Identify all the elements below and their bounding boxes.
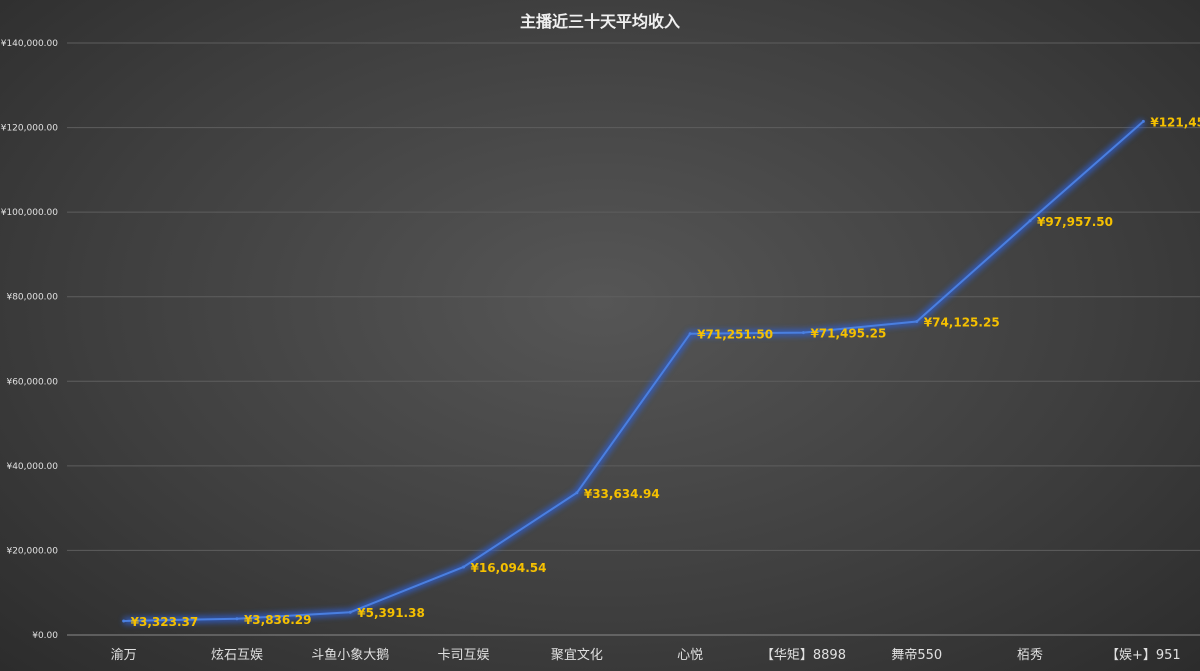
data-label: ¥3,323.37 bbox=[131, 615, 199, 629]
data-point bbox=[1028, 219, 1032, 223]
data-point bbox=[688, 332, 692, 336]
data-point bbox=[462, 565, 466, 569]
y-tick-label: ¥60,000.00 bbox=[6, 377, 58, 387]
data-point bbox=[235, 617, 239, 621]
data-point bbox=[575, 491, 579, 495]
x-tick-label: 炫石互娱 bbox=[211, 647, 263, 663]
data-label: ¥33,634.94 bbox=[584, 487, 660, 501]
data-label: ¥74,125.25 bbox=[924, 316, 1000, 330]
x-tick-label: 渝万 bbox=[111, 647, 137, 663]
x-tick-label: 舞帝550 bbox=[891, 647, 942, 663]
y-tick-label: ¥140,000.00 bbox=[1, 39, 59, 49]
x-tick-label: 卡司互娱 bbox=[438, 648, 490, 663]
x-tick-label: 【华矩】8898 bbox=[761, 648, 846, 663]
data-point bbox=[1141, 119, 1145, 123]
series-line bbox=[123, 120, 1145, 622]
x-tick-label: 栢秀 bbox=[1017, 648, 1043, 663]
data-label: ¥97,957.50 bbox=[1037, 215, 1113, 229]
x-tick-label: 心悦 bbox=[677, 648, 703, 663]
data-label: ¥3,836.29 bbox=[244, 613, 312, 627]
y-tick-label: ¥80,000.00 bbox=[6, 293, 58, 303]
y-tick-label: ¥40,000.00 bbox=[6, 462, 58, 472]
data-label: ¥16,094.54 bbox=[471, 561, 547, 575]
data-point bbox=[348, 610, 352, 614]
data-point bbox=[801, 331, 805, 335]
y-tick-label: ¥100,000.00 bbox=[1, 208, 59, 218]
x-tick-label: 聚宜文化 bbox=[551, 648, 603, 663]
data-label: ¥121,457.50 bbox=[1150, 115, 1200, 129]
y-tick-label: ¥0.00 bbox=[32, 631, 58, 641]
y-tick-label: ¥20,000.00 bbox=[6, 546, 58, 556]
data-point bbox=[122, 619, 126, 623]
chart-title: 主播近三十天平均收入 bbox=[519, 12, 680, 31]
series-line-glow bbox=[123, 118, 1146, 625]
y-tick-label: ¥120,000.00 bbox=[1, 124, 59, 134]
data-label: ¥71,495.25 bbox=[810, 327, 886, 341]
data-label: ¥71,251.50 bbox=[697, 328, 773, 342]
data-label: ¥5,391.38 bbox=[357, 606, 425, 620]
data-point bbox=[915, 320, 919, 324]
x-tick-label: 斗鱼小象大鹅 bbox=[311, 647, 389, 663]
x-tick-label: 【娱+】951 bbox=[1106, 648, 1181, 663]
